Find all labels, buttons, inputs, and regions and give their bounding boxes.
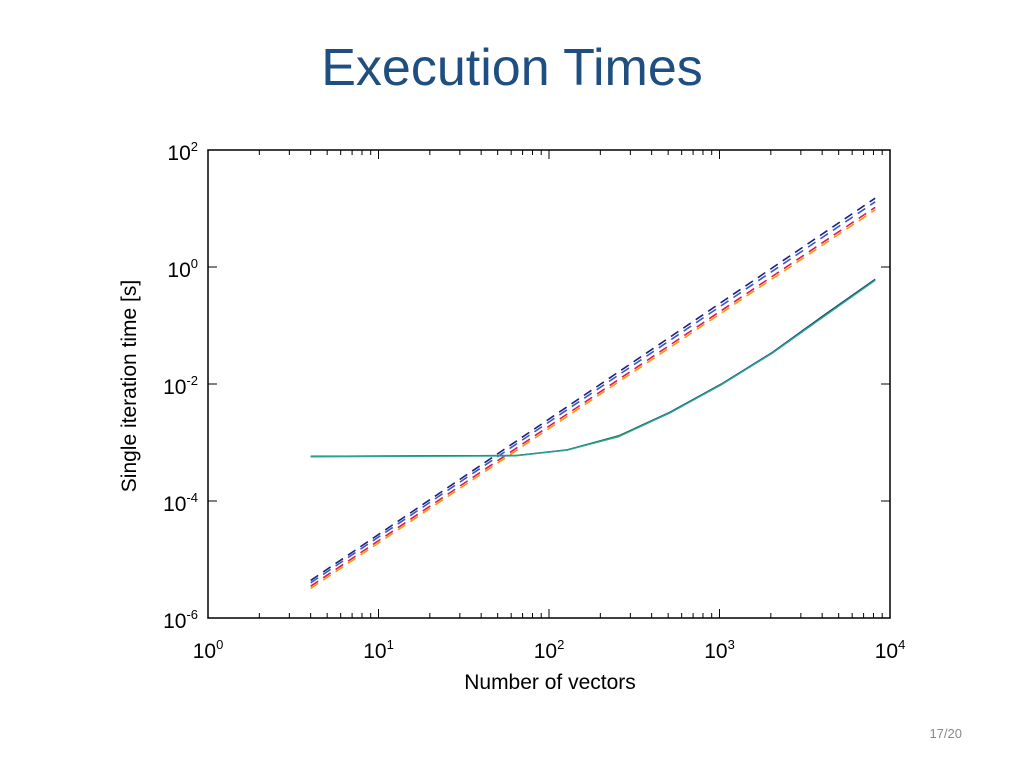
x-tick-label: 101 <box>363 637 394 663</box>
axis-ticks <box>207 149 891 619</box>
series-line-4-dashed <box>310 209 876 590</box>
x-tick-label: 102 <box>534 637 565 663</box>
y-axis-title: Single iteration time [s] <box>118 280 141 492</box>
y-tick-label: 102 <box>167 139 198 165</box>
x-tick-label: 104 <box>875 637 906 663</box>
series-line-6-solid <box>310 279 876 457</box>
x-tick-label: 100 <box>193 637 224 663</box>
y-tick-label: 100 <box>167 256 198 282</box>
series-line-1-dashed <box>310 197 876 582</box>
slide-title: Execution Times <box>321 39 703 97</box>
series-line-7-solid <box>310 279 876 458</box>
plot-lines <box>310 197 876 590</box>
x-tick-label: 103 <box>704 637 735 663</box>
x-axis-title: Number of vectors <box>464 671 636 694</box>
y-tick-label: 10-2 <box>163 373 198 399</box>
series-line-3-dashed <box>310 206 876 587</box>
series-line-2-dashed <box>310 201 876 584</box>
y-tick-labels: 10-6 10-4 10-2 100 102 <box>163 139 198 633</box>
y-tick-label: 10-4 <box>163 490 198 516</box>
x-tick-labels: 100 101 102 103 104 <box>193 637 906 663</box>
series-line-5-solid <box>310 278 876 457</box>
page-number: 17/20 <box>929 726 962 741</box>
plot-frame <box>207 149 891 619</box>
y-tick-label: 10-6 <box>163 607 198 633</box>
